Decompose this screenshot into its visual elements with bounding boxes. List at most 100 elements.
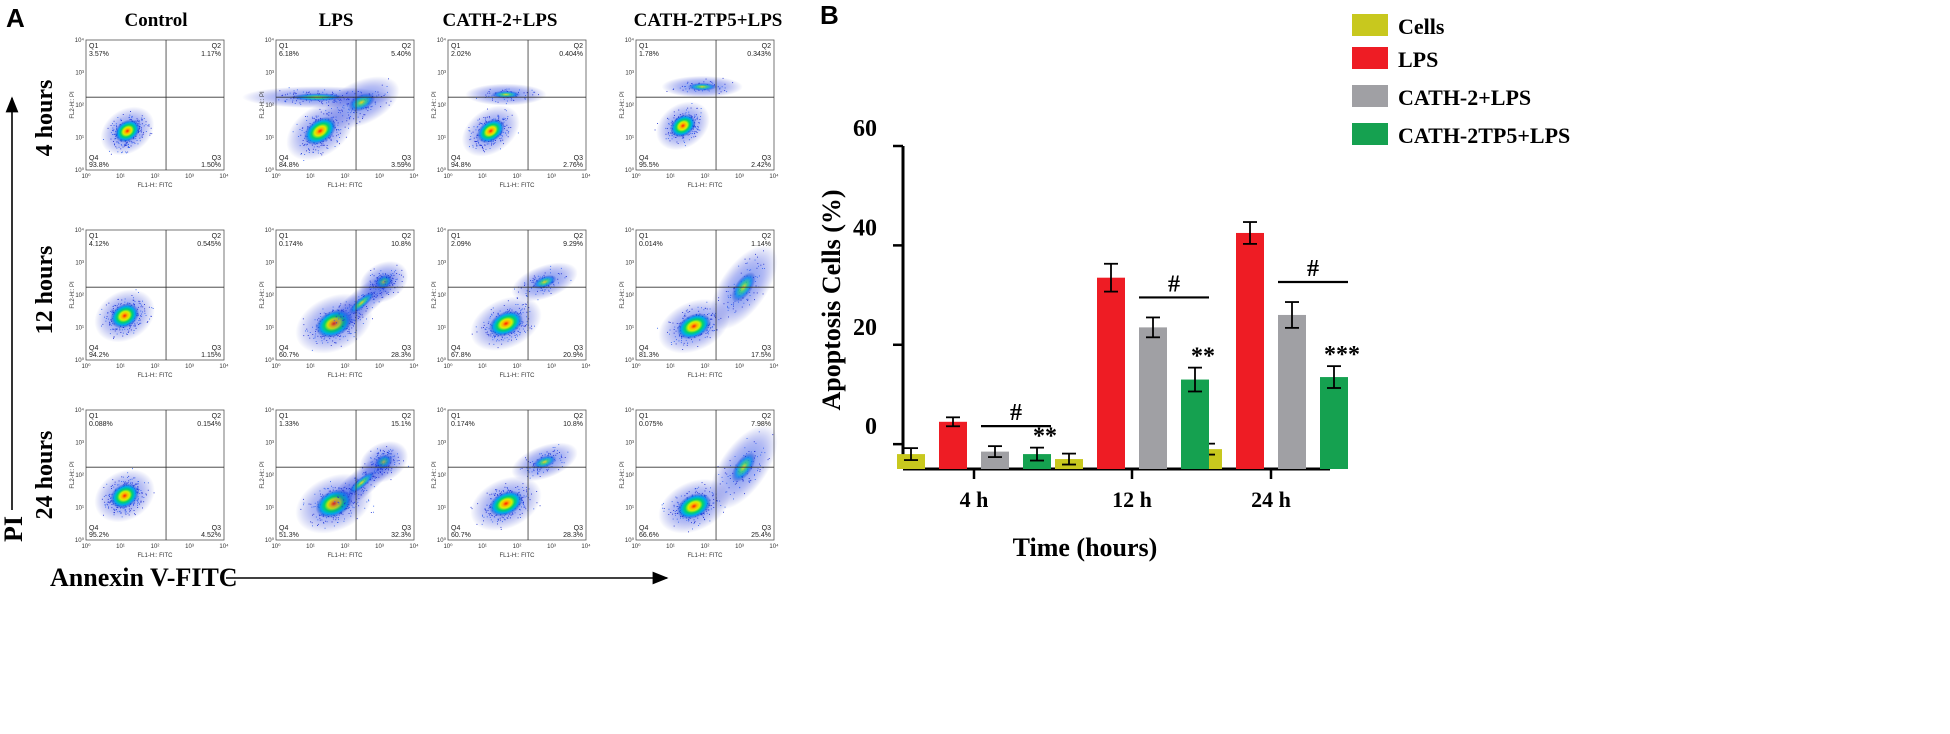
event-dot — [525, 295, 527, 296]
event-dot — [315, 516, 317, 518]
event-dot — [120, 304, 121, 306]
event-dot — [525, 331, 526, 333]
event-dot — [125, 509, 127, 511]
event-dot — [521, 506, 522, 508]
event-dot — [135, 289, 137, 291]
event-dot — [307, 126, 309, 127]
event-dot — [763, 250, 764, 252]
event-dot — [698, 310, 700, 312]
event-dot — [338, 318, 340, 320]
event-dot — [682, 113, 684, 115]
event-dot — [124, 510, 126, 512]
event-dot — [312, 514, 313, 516]
event-dot — [335, 517, 337, 519]
event-dot — [492, 336, 493, 338]
event-dot — [343, 494, 345, 496]
event-dot — [341, 109, 343, 111]
event-dot — [397, 456, 399, 458]
event-dot — [506, 129, 508, 131]
event-dot — [108, 494, 110, 496]
event-dot — [141, 492, 143, 494]
event-dot — [153, 492, 155, 494]
event-dot — [126, 144, 128, 146]
event-dot — [328, 490, 330, 492]
y-tick-label: 10⁰ — [265, 357, 275, 364]
event-dot — [528, 324, 529, 326]
q2-name: Q2 — [574, 43, 583, 50]
event-dot — [674, 326, 676, 328]
event-dot — [130, 481, 132, 483]
event-dot — [503, 131, 505, 133]
event-dot — [544, 289, 546, 291]
event-dot — [510, 127, 512, 128]
event-dot — [141, 117, 143, 119]
event-dot — [534, 278, 536, 280]
event-dot — [322, 145, 324, 146]
event-dot — [133, 303, 135, 304]
event-dot — [134, 323, 136, 325]
event-dot — [684, 113, 686, 115]
event-dot — [141, 120, 143, 121]
event-dot — [132, 482, 133, 484]
event-dot — [112, 127, 114, 129]
event-dot — [384, 281, 386, 283]
event-dot — [341, 506, 343, 508]
event-dot — [685, 339, 687, 341]
event-dot — [116, 141, 118, 143]
event-dot — [378, 284, 380, 285]
event-dot — [324, 89, 326, 91]
event-dot — [127, 332, 129, 333]
event-dot — [337, 496, 339, 498]
event-dot — [505, 103, 507, 105]
event-dot — [558, 282, 559, 284]
event-dot — [313, 151, 314, 153]
event-dot — [523, 490, 525, 491]
y-tick-label: 10¹ — [625, 136, 634, 142]
event-dot — [728, 286, 730, 288]
event-dot — [560, 273, 562, 275]
event-dot — [112, 123, 113, 125]
event-dot — [306, 120, 308, 121]
q4-name: Q4 — [639, 345, 648, 352]
event-dot — [730, 297, 731, 298]
event-dot — [348, 114, 350, 116]
q3-name: Q3 — [402, 155, 411, 162]
event-dot — [375, 285, 377, 287]
event-dot — [472, 131, 474, 133]
event-dot — [141, 492, 143, 494]
x-tick-label: 10³ — [375, 174, 384, 180]
event-dot — [110, 153, 112, 155]
event-dot — [691, 137, 692, 139]
event-dot — [305, 116, 306, 117]
x-tick-label: 10¹ — [306, 364, 315, 370]
event-dot — [474, 141, 476, 142]
q3-name: Q3 — [574, 155, 583, 162]
flow-plot-r2-c2: Q10.174%Q210.8%Q328.3%Q460.7%10⁰10⁰10¹10… — [432, 407, 591, 559]
event-dot — [284, 100, 286, 102]
event-dot — [531, 328, 533, 330]
event-dot — [303, 335, 305, 337]
event-dot — [117, 151, 119, 153]
event-dot — [550, 265, 552, 267]
event-dot — [130, 326, 131, 328]
event-dot — [114, 330, 116, 332]
population-core — [476, 118, 505, 144]
event-dot — [507, 116, 509, 118]
event-dot — [336, 141, 338, 143]
event-dot — [686, 344, 688, 346]
event-dot — [358, 296, 360, 298]
event-dot — [342, 110, 343, 112]
event-dot — [135, 327, 137, 329]
event-dot — [309, 149, 310, 151]
event-dot — [553, 285, 555, 287]
event-dot — [344, 314, 345, 316]
q3-value: 20.9% — [563, 352, 583, 359]
event-dot — [372, 478, 373, 480]
q4-value: 81.3% — [639, 352, 659, 359]
event-dot — [317, 519, 319, 521]
event-dot — [114, 509, 116, 511]
event-dot — [522, 487, 524, 488]
event-dot — [113, 336, 115, 338]
event-dot — [712, 82, 714, 84]
q4-name: Q4 — [451, 345, 460, 352]
